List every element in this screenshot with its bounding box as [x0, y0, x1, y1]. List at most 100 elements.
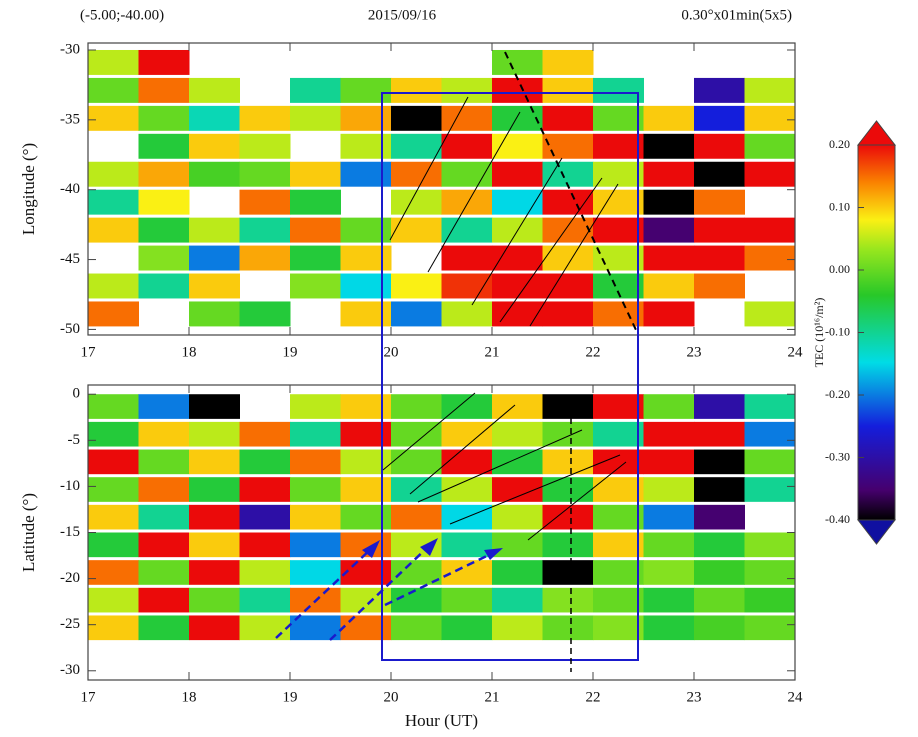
heat-cell	[744, 449, 796, 475]
colorbar-tick-label: 0.00	[829, 262, 850, 276]
heat-cell	[643, 273, 695, 299]
heat-cell	[138, 532, 190, 558]
heat-cell	[694, 477, 745, 502]
header-center: 2015/09/16	[368, 7, 437, 23]
y-tick-label: -35	[60, 111, 80, 127]
heat-cell	[391, 77, 442, 103]
heat-cell	[542, 477, 594, 502]
heat-cell	[189, 532, 240, 558]
x-tick-label: 19	[283, 689, 298, 705]
heat-cell	[88, 273, 139, 299]
colorbar-tick-label: 0.20	[829, 137, 850, 151]
heat-cell	[290, 477, 341, 502]
heat-cell	[492, 77, 543, 103]
heat-cell	[542, 77, 594, 103]
heat-cell	[492, 421, 543, 447]
heat-cell	[643, 421, 695, 447]
heat-cell	[340, 161, 392, 187]
heat-cell	[593, 105, 644, 131]
arrow-head	[420, 538, 438, 556]
heat-cell	[492, 532, 543, 558]
heat-cell	[694, 245, 745, 271]
heat-cell	[593, 301, 644, 327]
heat-cell	[744, 301, 796, 327]
heat-cell	[239, 189, 291, 215]
axes: 17 18 19 20 21 22 23 24-50-45-40-35-30Longitude…	[19, 41, 803, 729]
heat-cell	[189, 77, 240, 103]
y-tick-label: -25	[60, 616, 80, 632]
heat-cell	[441, 189, 493, 215]
heat-cell	[643, 189, 695, 215]
heat-cell	[593, 560, 644, 585]
arrow	[384, 550, 496, 607]
heat-cell	[189, 449, 240, 475]
x-tick-label: 23	[687, 689, 702, 705]
heat-cell	[239, 161, 291, 187]
heat-cell	[239, 133, 291, 159]
heat-cell	[340, 449, 392, 475]
heat-cell	[340, 587, 392, 613]
heat-cell	[744, 421, 796, 447]
trend-line	[427, 111, 521, 273]
heat-cell	[340, 273, 392, 299]
heat-cell	[290, 105, 341, 131]
heat-cell	[290, 449, 341, 475]
heat-cell	[441, 273, 493, 299]
heat-cell	[340, 217, 392, 243]
heat-cell	[643, 133, 695, 159]
x-tick-label: 20	[384, 344, 399, 360]
heat-cell	[88, 421, 139, 447]
colorbar-tick-label: 0.10	[829, 199, 850, 213]
heat-cell	[694, 217, 745, 243]
heat-cell	[189, 394, 240, 419]
heat-cell	[542, 189, 594, 215]
heat-cell	[593, 77, 644, 103]
trend-line	[499, 177, 603, 323]
y-tick-label: 0	[73, 386, 81, 402]
heat-cell	[391, 394, 442, 419]
y-tick-label: -40	[60, 181, 80, 197]
heat-cell	[744, 77, 796, 103]
heat-cell	[189, 105, 240, 131]
heat-cell	[492, 587, 543, 613]
heat-cell	[340, 394, 392, 419]
heat-cell	[441, 449, 493, 475]
heat-cell	[340, 504, 392, 530]
heat-cell	[643, 394, 695, 419]
heat-cell	[694, 394, 745, 419]
highlight-box	[381, 92, 639, 661]
y-tick-label: -10	[60, 478, 80, 494]
heat-cell	[138, 615, 190, 641]
heat-cell	[138, 394, 190, 419]
heat-cell	[340, 477, 392, 502]
heat-cell	[391, 477, 442, 502]
heat-cell	[88, 449, 139, 475]
heat-cell	[694, 449, 745, 475]
heat-cell	[643, 615, 695, 641]
heat-cell	[290, 394, 341, 419]
heat-cell	[441, 161, 493, 187]
heat-cell	[441, 301, 493, 327]
heat-cell	[643, 245, 695, 271]
heat-cell	[290, 245, 341, 271]
heat-cell	[694, 532, 745, 558]
heat-cell	[694, 615, 745, 641]
heat-cell	[88, 477, 139, 502]
x-tick-label: 18	[182, 689, 197, 705]
heat-cell	[441, 133, 493, 159]
trend-line	[471, 157, 563, 306]
trend-line	[389, 96, 469, 241]
cells	[88, 49, 796, 641]
heat-cell	[88, 394, 139, 419]
heat-cell	[643, 477, 695, 502]
heat-cell	[542, 161, 594, 187]
heat-cell	[694, 273, 745, 299]
heat-cell	[290, 504, 341, 530]
heat-cell	[290, 217, 341, 243]
colorbar-tick-label: -0.10	[825, 324, 850, 338]
heat-cell	[441, 587, 493, 613]
x-tick-label: 17	[81, 344, 97, 360]
heat-cell	[441, 615, 493, 641]
colorbar-tick-label: -0.30	[825, 449, 850, 463]
heat-cell	[593, 421, 644, 447]
